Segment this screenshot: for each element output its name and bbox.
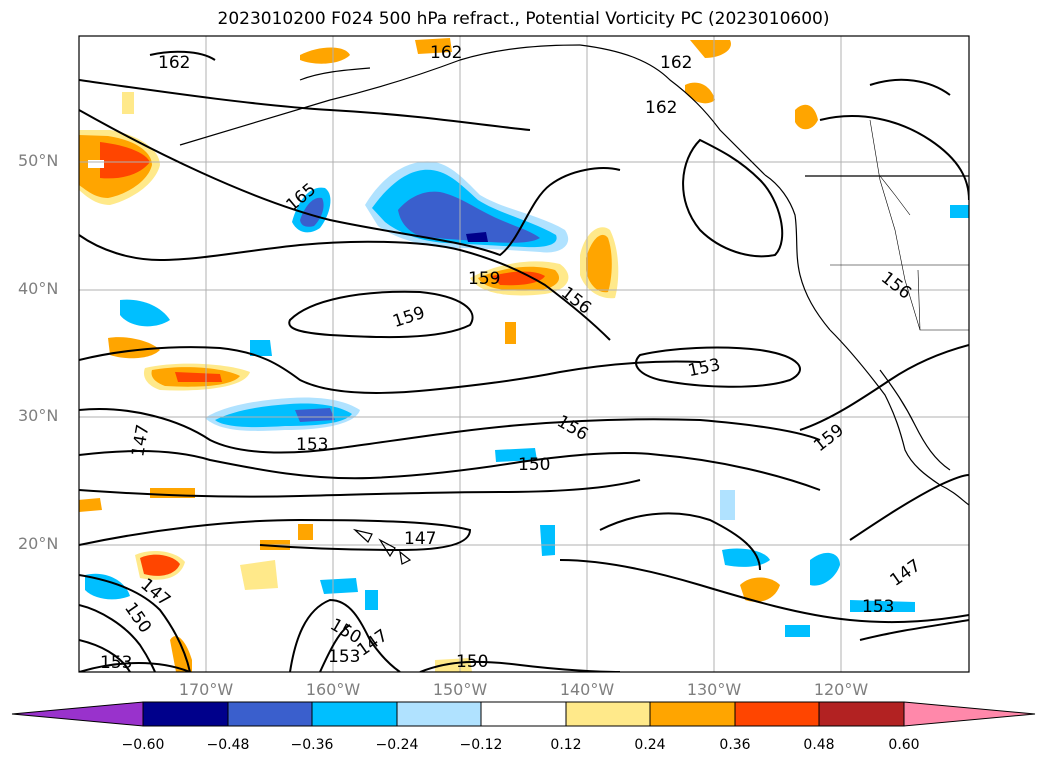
colorbar-segment <box>818 701 905 727</box>
gridlines <box>79 36 969 672</box>
map-border <box>78 35 970 673</box>
colorbar-extend-low <box>11 701 144 727</box>
contour-label: 153 <box>328 647 360 667</box>
colorbar-tick-label: 0.12 <box>550 737 582 753</box>
lon-label: 140°W <box>559 680 615 699</box>
lon-label: 160°W <box>305 680 361 699</box>
lat-label: 50°N <box>18 151 59 170</box>
pv-anomaly-fills <box>79 38 969 672</box>
colorbar <box>11 701 1036 727</box>
contour-label: 147 <box>404 529 436 549</box>
colorbar-segment <box>311 701 398 727</box>
colorbar-segment <box>565 701 651 727</box>
colorbar-tick-label: −0.24 <box>375 737 419 753</box>
colorbar-tick-label: −0.12 <box>459 737 503 753</box>
lat-label: 20°N <box>18 534 59 553</box>
colorbar-segment <box>227 701 313 727</box>
contour-label: 150 <box>456 652 488 672</box>
colorbar-segment <box>649 701 736 727</box>
contour-label: 162 <box>660 53 692 73</box>
colorbar-segment <box>480 701 567 727</box>
colorbar-segment <box>396 701 482 727</box>
colorbar-tick-label: −0.48 <box>206 737 250 753</box>
lon-label: 130°W <box>686 680 742 699</box>
colorbar-tick-label: −0.60 <box>121 737 165 753</box>
colorbar-tick-label: 0.24 <box>634 737 666 753</box>
contour-label: 162 <box>645 98 677 118</box>
colorbar-segment <box>734 701 820 727</box>
contour-label: 153 <box>100 653 132 673</box>
contour-label: 162 <box>430 43 462 63</box>
colorbar-extend-high <box>903 701 1036 727</box>
colorbar-tick-label: −0.36 <box>290 737 334 753</box>
contour-label: 150 <box>518 455 550 475</box>
figure-title: 2023010200 F024 500 hPa refract., Potent… <box>217 9 830 29</box>
state-borders <box>830 119 969 331</box>
lat-label: 30°N <box>18 406 59 425</box>
lon-label: 170°W <box>178 680 234 699</box>
colorbar-tick-label: 0.60 <box>888 737 920 753</box>
contour-label: 159 <box>468 269 500 289</box>
colorbar-tick-label: 0.48 <box>803 737 835 753</box>
colorbar-tick-label: 0.36 <box>719 737 751 753</box>
map-panel <box>79 36 969 672</box>
coastlines <box>179 44 969 565</box>
lon-label: 150°W <box>432 680 488 699</box>
lat-label: 40°N <box>18 279 59 298</box>
refractivity-contours <box>79 50 969 672</box>
lon-label: 120°W <box>813 680 869 699</box>
colorbar-segment <box>142 701 229 727</box>
contour-label: 153 <box>296 435 328 455</box>
contour-label: 162 <box>158 53 190 73</box>
contour-label: 153 <box>862 597 894 617</box>
